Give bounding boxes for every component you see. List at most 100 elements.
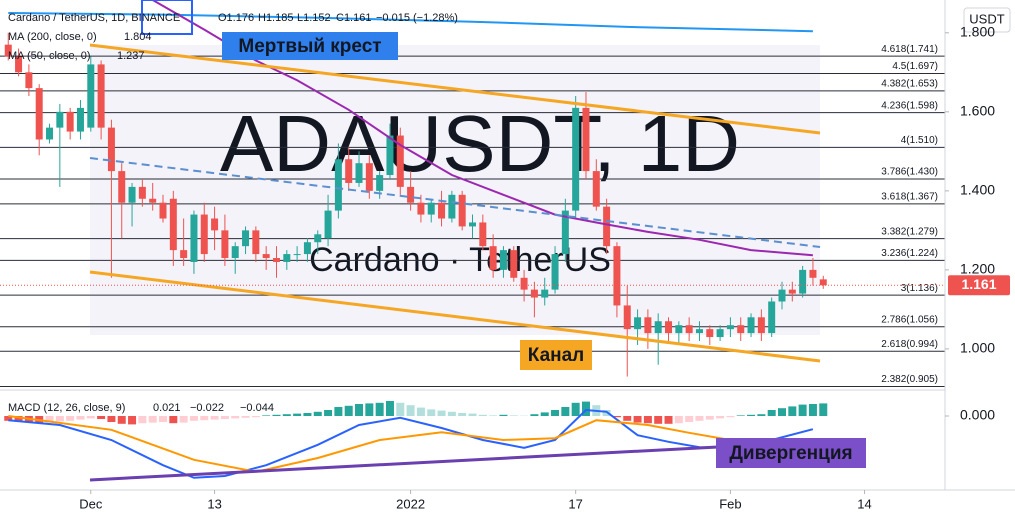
macd-histogram-bar [66, 416, 75, 421]
legend-ma200: MA (200, close, 0) [8, 31, 97, 43]
macd-histogram-bar [313, 411, 322, 416]
currency: USDT [969, 11, 1004, 26]
macd-histogram-bar [365, 403, 374, 416]
candle-body [654, 321, 662, 334]
candle-body [551, 254, 559, 290]
fib-label: 4.5(1.697) [892, 61, 938, 72]
macd-histogram-bar [705, 416, 714, 420]
macd-histogram-bar [262, 415, 271, 416]
candle-body [293, 254, 301, 256]
candle-body [634, 317, 642, 330]
candle-body [799, 269, 807, 294]
macd-histogram-bar [128, 416, 137, 425]
macd-histogram-bar [757, 414, 766, 416]
annotation: Дивергенция [729, 443, 852, 464]
macd-histogram-bar [241, 416, 250, 418]
macd-histogram-bar [685, 416, 694, 422]
candle-body [345, 159, 353, 183]
macd-histogram-bar [406, 405, 415, 416]
macd-histogram-bar [716, 416, 725, 419]
candle-body [334, 159, 342, 211]
candle-body [448, 194, 456, 219]
macd-histogram-bar [76, 416, 85, 420]
macd-histogram-bar [375, 402, 384, 416]
y-tick-label: 1.600 [960, 103, 995, 119]
fib-label: 2.786(1.056) [881, 314, 938, 325]
macd-histogram-bar [551, 410, 560, 416]
macd-histogram-bar [788, 406, 797, 416]
macd-histogram-bar [581, 401, 590, 416]
candle-body [623, 305, 631, 330]
annotation-box [222, 32, 398, 60]
macd-histogram-bar [530, 414, 539, 416]
macd-histogram-bar [138, 416, 147, 424]
macd-histogram-bar [664, 416, 673, 424]
candle-body [138, 186, 146, 199]
macd-histogram-bar [489, 415, 498, 416]
legend-ma50: MA (50, close, 0) [8, 50, 91, 62]
fib-label: 4.236(1.598) [881, 100, 938, 111]
ohlc-close: C1.161 [336, 12, 371, 24]
macd-histogram-bar [612, 416, 621, 418]
macd-histogram-bar [344, 405, 353, 416]
symbol: Cardano / TetherUS, 1D, BINANCE [8, 12, 180, 24]
candle-body [469, 222, 476, 227]
x-tick-label: 14 [857, 496, 871, 511]
last-price-tag [948, 275, 1010, 296]
cross-marker [141, 0, 193, 35]
candle-body [376, 175, 384, 191]
macd-histogram-bar [633, 416, 642, 423]
channel-top-line [89, 43, 821, 135]
macd-histogram-bar [148, 416, 157, 423]
currency-button[interactable] [963, 7, 1011, 33]
last-price-label: 1.161 [961, 276, 996, 292]
macd-histogram-bar [674, 416, 683, 424]
macd-histogram-bar [499, 414, 508, 416]
candle-body [613, 246, 621, 306]
candle-body [396, 135, 404, 187]
annotation-box [520, 340, 592, 370]
macd-histogram-bar [654, 416, 663, 424]
candle-body [303, 242, 311, 255]
candle-body [675, 325, 683, 334]
macd-histogram-bar [334, 407, 343, 416]
candle-body [211, 218, 219, 231]
candle-body [76, 107, 84, 132]
candle-body [324, 210, 332, 239]
macd-histogram-bar [4, 416, 13, 421]
moving-average [152, 0, 813, 257]
macd-histogram-bar [819, 403, 828, 416]
macd-histogram-bar [623, 416, 632, 421]
candle-body [417, 202, 425, 215]
macd-histogram-bar [107, 416, 116, 422]
ohlc-high: H1.185 [258, 12, 293, 24]
candle-body [479, 222, 487, 247]
annotation: Мертвый крест [238, 36, 381, 57]
macd-histogram-bar [14, 416, 23, 422]
candle-body [169, 198, 177, 251]
macd-histogram-bar [643, 416, 652, 424]
candle-body [582, 107, 590, 172]
candle-body [726, 325, 734, 330]
candle-body [128, 186, 136, 203]
fib-label: 3.382(1.279) [881, 226, 938, 237]
y-tick-label: 1.000 [960, 340, 995, 356]
y-tick-label: 1.400 [960, 182, 995, 198]
channel-bottom-line [89, 270, 821, 363]
macd-histogram-bar [231, 416, 240, 419]
macd-histogram-bar [509, 415, 518, 416]
candle-body [561, 210, 569, 255]
x-tick-label: Dec [79, 496, 103, 511]
macd-histogram-bar [385, 401, 394, 416]
macd-histogram-bar [45, 416, 54, 423]
candle-body [592, 171, 600, 207]
y-tick-label: 1.200 [960, 261, 995, 277]
candle-body [15, 56, 23, 73]
macd-histogram-bar [179, 416, 188, 423]
candle-body [221, 230, 229, 259]
candle-body [427, 202, 435, 215]
macd-histogram-bar [767, 410, 776, 416]
candle-body [56, 111, 64, 128]
candle-body [603, 206, 611, 247]
candle-body [510, 250, 518, 278]
